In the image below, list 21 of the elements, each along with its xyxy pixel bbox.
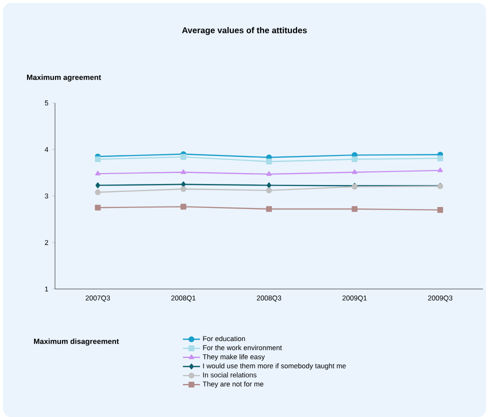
point: [94, 204, 101, 211]
point: [94, 189, 101, 196]
point: [180, 204, 186, 210]
point: [266, 182, 272, 188]
point: [180, 154, 186, 160]
point: [437, 207, 444, 213]
point: [180, 186, 186, 192]
point: [95, 182, 100, 188]
point: [352, 206, 358, 212]
point: [180, 169, 186, 174]
point: [95, 170, 100, 176]
point: [438, 168, 443, 172]
point: [266, 158, 272, 164]
point: [266, 171, 272, 176]
point: [437, 155, 444, 162]
point: [352, 156, 358, 162]
point: [352, 169, 358, 174]
point: [266, 206, 272, 212]
point: [94, 156, 101, 162]
chart-title: Average values of the attitudes: [182, 27, 307, 35]
point: [266, 188, 272, 194]
